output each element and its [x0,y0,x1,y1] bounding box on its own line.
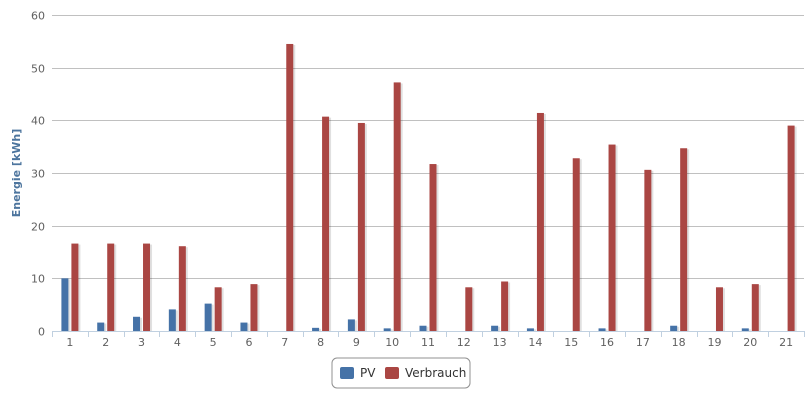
y-tick-label: 10 [31,273,45,286]
bar-pv-11[interactable] [419,325,427,331]
bars [61,43,797,332]
x-tick-label: 12 [457,336,471,349]
x-tick-label: 7 [281,336,288,349]
x-tick-label: 10 [385,336,399,349]
bar-pv-9[interactable] [347,319,355,331]
x-tick-label: 13 [493,336,507,349]
x-tick-label: 16 [600,336,614,349]
bar-verbrauch-2[interactable] [107,243,115,331]
grid-lines [52,15,804,279]
bar-pv-10[interactable] [383,328,391,331]
x-tick-label: 11 [421,336,435,349]
x-tick-label: 8 [317,336,324,349]
x-tick-label: 21 [779,336,793,349]
bar-pv-20[interactable] [741,328,749,331]
bar-pv-3[interactable] [133,316,141,331]
x-tick-label: 3 [138,336,145,349]
bar-pv-16[interactable] [598,328,606,331]
bar-verbrauch-11[interactable] [429,164,437,331]
bar-pv-1[interactable] [61,278,69,331]
bar-pv-5[interactable] [204,303,212,331]
x-tick-label: 4 [174,336,181,349]
bar-verbrauch-18[interactable] [680,148,688,331]
x-tick-label: 2 [102,336,109,349]
x-tick-label: 6 [245,336,252,349]
y-tick-label: 30 [31,168,45,181]
y-tick-label: 60 [31,10,45,23]
y-tick-label: 50 [31,63,45,76]
x-tick-label: 14 [528,336,542,349]
bar-verbrauch-19[interactable] [715,287,723,331]
bar-verbrauch-10[interactable] [393,82,401,331]
bar-verbrauch-20[interactable] [751,284,759,331]
legend-swatch-verbrauch [385,367,399,379]
bar-verbrauch-14[interactable] [536,112,544,332]
legend-label-pv: PV [360,366,376,380]
legend-item-pv[interactable]: PV [340,366,376,380]
y-axis-title: Energie [kWh] [10,129,23,218]
y-tick-label: 20 [31,221,45,234]
x-tick-label: 18 [672,336,686,349]
x-axis: 1 2 3 4 5 6 7 8 9 10 11 12 13 14 15 16 17 18 19 20 21 [52,331,805,349]
bar-verbrauch-13[interactable] [501,281,509,331]
bar-verbrauch-7[interactable] [286,43,294,331]
bar-verbrauch-4[interactable] [178,246,186,331]
x-tick-label: 19 [707,336,721,349]
bar-verbrauch-5[interactable] [214,287,222,331]
legend: PV Verbrauch [331,357,471,389]
bar-pv-13[interactable] [491,325,499,331]
x-tick-label: 9 [353,336,360,349]
x-tick-label: 20 [743,336,757,349]
bar-pv-14[interactable] [526,328,534,331]
x-tick-label: 1 [66,336,73,349]
bar-pv-4[interactable] [168,309,176,331]
legend-box [331,357,471,389]
bar-pv-18[interactable] [670,325,678,331]
bar-pv-6[interactable] [240,322,248,331]
legend-label-verbrauch: Verbrauch [405,366,466,380]
bar-pv-2[interactable] [97,322,105,331]
bar-verbrauch-9[interactable] [357,122,365,331]
bar-verbrauch-8[interactable] [322,116,330,331]
bar-verbrauch-15[interactable] [572,158,580,331]
y-tick-label: 0 [38,326,45,339]
bar-verbrauch-3[interactable] [143,243,151,331]
bar-verbrauch-16[interactable] [608,144,616,331]
bar-verbrauch-17[interactable] [644,169,652,331]
y-tick-label: 40 [31,115,45,128]
bar-verbrauch-1[interactable] [71,243,79,331]
y-axis-tick-labels: 0 10 20 30 40 50 60 [31,10,45,339]
x-tick-label: 15 [564,336,578,349]
x-tick-label: 5 [210,336,217,349]
bar-verbrauch-21[interactable] [787,125,795,331]
bar-verbrauch-12[interactable] [465,287,473,331]
x-tick-label: 17 [636,336,650,349]
bar-pv-8[interactable] [312,327,320,331]
legend-swatch-pv [340,367,354,379]
bar-verbrauch-6[interactable] [250,284,258,331]
legend-item-verbrauch[interactable]: Verbrauch [385,366,466,380]
